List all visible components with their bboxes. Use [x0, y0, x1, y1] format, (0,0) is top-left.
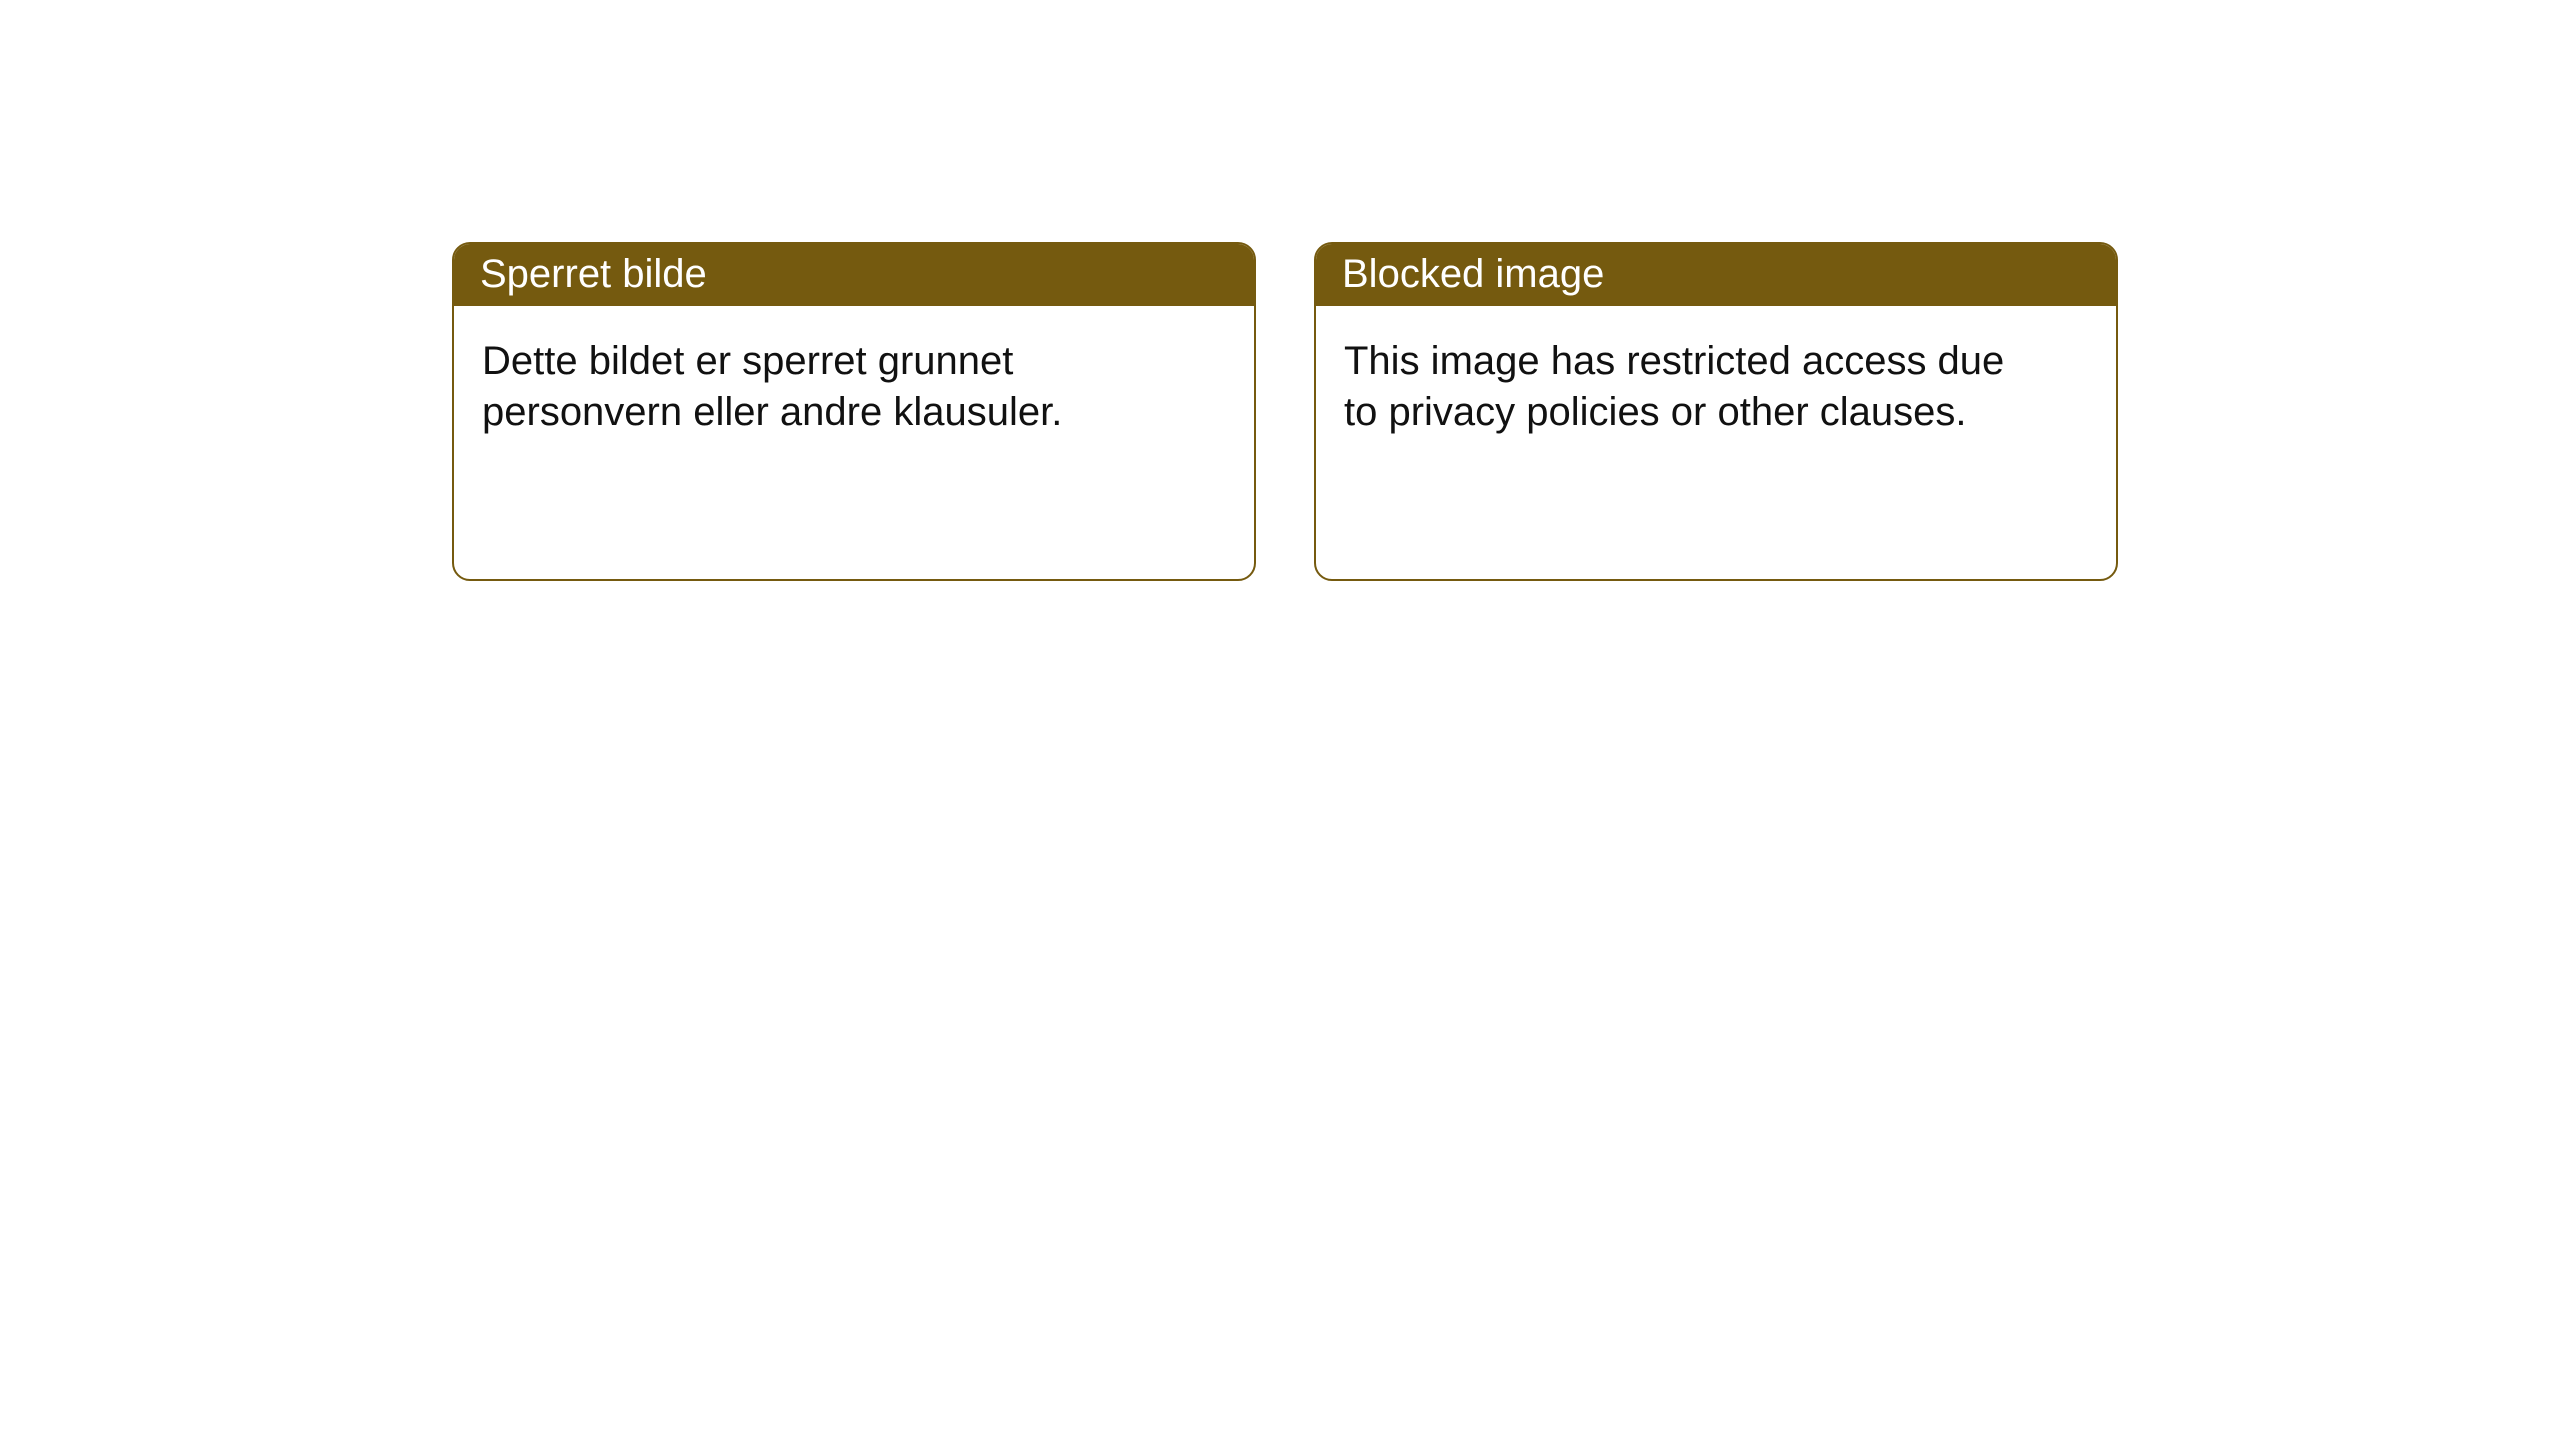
notice-card-norwegian: Sperret bilde Dette bildet er sperret gr…	[452, 242, 1256, 581]
notice-card-body: This image has restricted access due to …	[1316, 306, 2052, 438]
notice-card-title: Blocked image	[1316, 244, 2116, 306]
notice-card-title: Sperret bilde	[454, 244, 1254, 306]
notice-cards-row: Sperret bilde Dette bildet er sperret gr…	[452, 242, 2118, 581]
notice-card-english: Blocked image This image has restricted …	[1314, 242, 2118, 581]
notice-card-body: Dette bildet er sperret grunnet personve…	[454, 306, 1190, 438]
